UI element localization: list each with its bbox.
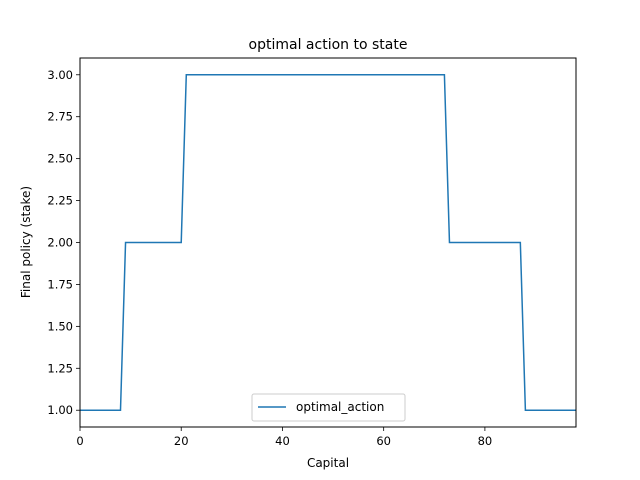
x-tick-label: 80 [478,434,493,448]
y-axis-label: Final policy (stake) [19,186,33,298]
x-tick-label: 20 [174,434,189,448]
y-axis-ticks: 1.00 1.25 1.50 1.75 2.00 2.25 2.50 2.75 3.00 [47,68,80,417]
y-tick-label: 1.50 [47,319,73,333]
series-line-optimal-action [80,74,576,411]
legend: optimal_action [251,393,406,422]
x-tick-label: 60 [376,434,391,448]
y-tick-label: 3.00 [47,68,73,82]
x-axis-ticks: 0 20 40 60 80 [76,427,492,448]
y-tick-label: 1.75 [47,277,73,291]
x-axis-label: Capital [307,456,349,470]
plot-frame [79,57,577,428]
x-tick-label: 0 [76,434,83,448]
legend-box [251,393,406,422]
legend-label-optimal-action: optimal_action [296,400,384,414]
y-tick-label: 2.00 [47,236,73,250]
y-tick-label: 2.50 [47,152,73,166]
x-tick-label: 40 [275,434,290,448]
chart-title: optimal action to state [249,37,408,53]
y-tick-label: 2.25 [47,194,73,208]
y-tick-label: 2.75 [47,110,73,124]
y-tick-label: 1.00 [47,403,73,417]
y-tick-label: 1.25 [47,361,73,375]
